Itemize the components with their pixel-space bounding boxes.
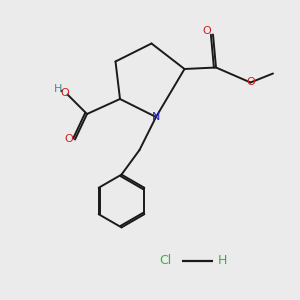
Text: N: N	[152, 112, 160, 122]
Text: H: H	[54, 84, 62, 94]
Text: O: O	[247, 77, 256, 87]
Text: O: O	[64, 134, 73, 145]
Text: O: O	[61, 88, 70, 98]
Text: O: O	[202, 26, 211, 37]
Text: H: H	[217, 254, 227, 268]
Text: Cl: Cl	[159, 254, 171, 268]
